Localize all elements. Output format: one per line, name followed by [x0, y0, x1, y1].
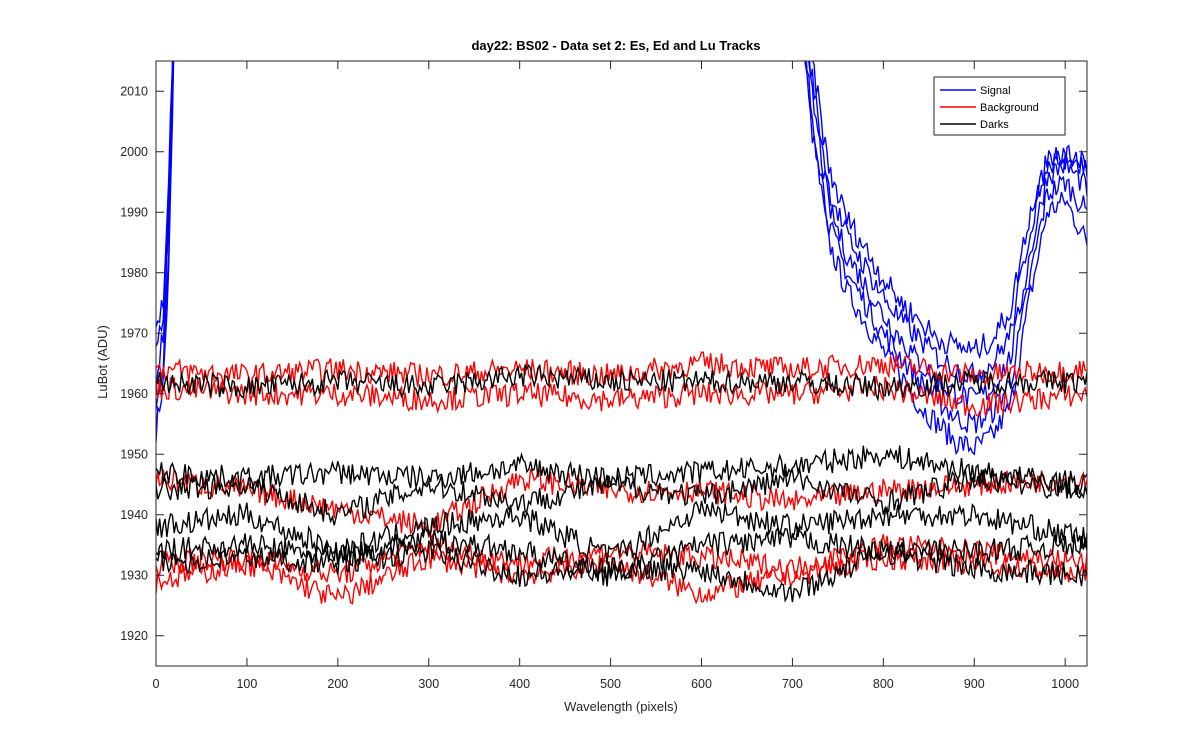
- legend-label-background: Background: [980, 102, 1039, 114]
- y-axis-label: LuBot (ADU): [95, 325, 110, 399]
- y-tick-label: 1970: [120, 326, 148, 340]
- x-tick-label: 200: [327, 677, 348, 691]
- x-tick-label: 600: [691, 677, 712, 691]
- x-tick-label: 700: [782, 677, 803, 691]
- signal-line-5: [156, 61, 1087, 360]
- y-tick-label: 1930: [120, 568, 148, 582]
- y-tick-label: 1980: [120, 266, 148, 280]
- x-tick-label: 900: [964, 677, 985, 691]
- y-tick-label: 1920: [120, 629, 148, 643]
- y-tick-label: 2010: [120, 84, 148, 98]
- darks-line-1: [156, 364, 1087, 403]
- x-tick-label: 0: [153, 677, 160, 691]
- darks-line-6: [156, 540, 1087, 603]
- darks-line-4: [156, 500, 1087, 565]
- legend-box: [933, 76, 1066, 136]
- signal-line-4: [156, 61, 1087, 386]
- y-axis: 1920 1930 1940 1950 1960 1970 1980 1990 2000 2010: [120, 84, 1087, 643]
- x-tick-label: 1000: [1051, 677, 1079, 691]
- plot-frame: [155, 60, 1088, 667]
- y-tick-label: 1990: [120, 205, 148, 219]
- y-tick-label: 1940: [120, 508, 148, 522]
- background-line-2: [156, 375, 1087, 417]
- legend: Signal Background Darks: [933, 76, 1066, 136]
- x-tick-label: 100: [236, 677, 257, 691]
- x-axis: 0 100 200 300 400 500 600 700 800 900 1000: [153, 61, 1079, 691]
- legend-label-signal: Signal: [980, 85, 1011, 97]
- y-tick-label: 1960: [120, 387, 148, 401]
- chart-title: day22: BS02 - Data set 2: Es, Ed and Lu …: [471, 38, 760, 53]
- darks-line-5: [156, 525, 1087, 587]
- darks-line-3: [156, 466, 1087, 526]
- background-line-1: [156, 351, 1087, 388]
- x-tick-label: 400: [509, 677, 530, 691]
- signal-line-1: [156, 61, 1087, 456]
- series-layer: [156, 61, 1087, 605]
- y-tick-label: 2000: [120, 145, 148, 159]
- x-tick-label: 800: [873, 677, 894, 691]
- x-axis-label: Wavelength (pixels): [564, 699, 678, 714]
- y-tick-label: 1950: [120, 447, 148, 461]
- x-tick-label: 500: [600, 677, 621, 691]
- x-tick-label: 300: [418, 677, 439, 691]
- legend-label-darks: Darks: [980, 119, 1009, 131]
